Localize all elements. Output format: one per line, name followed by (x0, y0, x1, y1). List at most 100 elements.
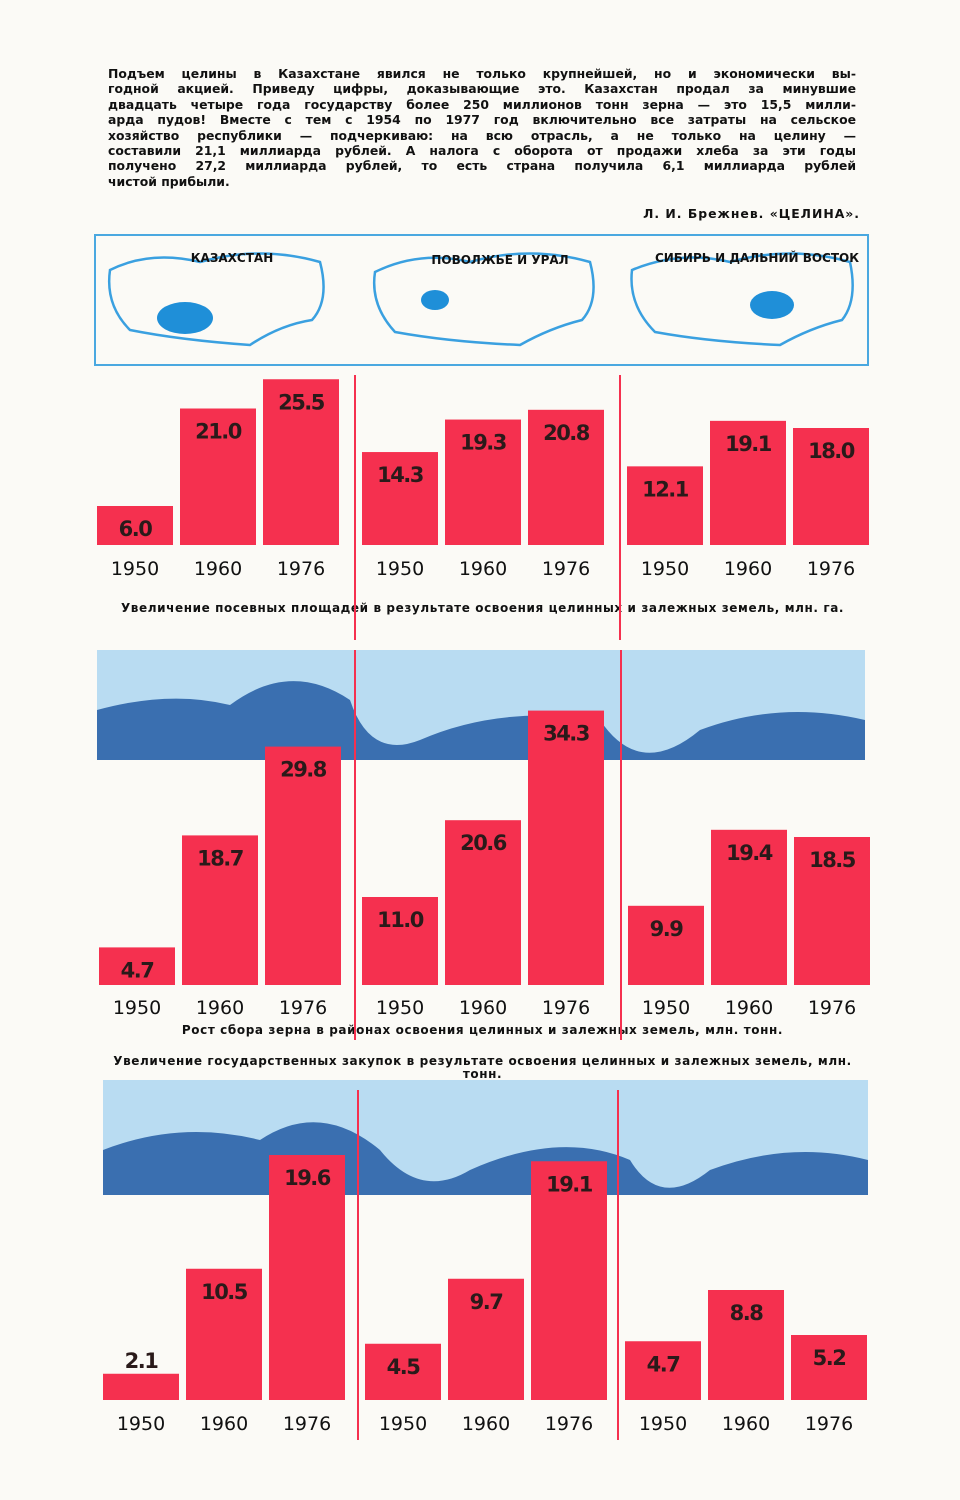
x-tick-label: 1960 (462, 1413, 510, 1435)
bar (362, 897, 438, 985)
value-label: 12.1 (642, 477, 689, 501)
bar (265, 746, 341, 985)
value-label: 19.3 (460, 431, 506, 455)
value-label: 19.1 (725, 432, 772, 456)
bar (445, 820, 521, 985)
x-tick-label: 1976 (277, 558, 325, 580)
value-label: 6.0 (119, 517, 153, 541)
bar (528, 409, 604, 545)
x-tick-label: 1976 (283, 1413, 331, 1435)
value-label: 2.1 (125, 1349, 159, 1373)
wave-band (97, 650, 865, 760)
bar (625, 1341, 701, 1400)
bar (97, 506, 173, 545)
value-label: 4.7 (647, 1352, 680, 1376)
bar (528, 710, 604, 985)
attribution: Л. И. Брежнев. «ЦЕЛИНА». (643, 206, 860, 221)
bar (182, 835, 258, 985)
value-label: 21.0 (195, 420, 242, 444)
bar (708, 1290, 784, 1400)
x-tick-label: 1960 (722, 1413, 770, 1435)
caption: Увеличение государственных закупок в рез… (113, 1054, 852, 1081)
value-label: 4.7 (121, 958, 154, 982)
bar (180, 408, 256, 545)
value-label: 18.0 (808, 439, 855, 463)
value-label: 19.4 (726, 841, 773, 865)
x-tick-label: 1960 (194, 558, 242, 580)
x-tick-label: 1976 (545, 1413, 593, 1435)
x-tick-label: 1976 (805, 1413, 853, 1435)
bar (99, 947, 175, 985)
x-tick-label: 1976 (542, 558, 590, 580)
x-tick-label: 1950 (639, 1413, 687, 1435)
x-tick-label: 1950 (111, 558, 159, 580)
x-tick-label: 1976 (279, 997, 327, 1019)
bar (794, 837, 870, 985)
x-tick-label: 1976 (542, 997, 590, 1019)
value-label: 19.1 (546, 1172, 593, 1196)
x-tick-label: 1976 (808, 997, 856, 1019)
x-tick-label: 1960 (196, 997, 244, 1019)
value-label: 9.9 (650, 917, 684, 941)
wave-band (103, 1080, 868, 1195)
bar (263, 379, 339, 545)
caption: Рост сбора зерна в районах освоения цели… (181, 1023, 784, 1037)
bar (362, 452, 438, 545)
bar (365, 1343, 441, 1400)
bar (445, 419, 521, 545)
x-tick-label: 1960 (724, 558, 772, 580)
quote-line: получено 27,2 миллиарда рублей, то есть … (108, 158, 856, 174)
x-tick-label: 1950 (376, 997, 424, 1019)
x-tick-label: 1960 (459, 997, 507, 1019)
x-tick-label: 1950 (642, 997, 690, 1019)
bar (711, 829, 787, 985)
map-label: СИБИРЬ И ДАЛЬНИЙ ВОСТОК (655, 250, 859, 265)
map-regions (157, 290, 794, 334)
value-label: 18.5 (809, 848, 856, 872)
x-tick-label: 1950 (379, 1413, 427, 1435)
x-tick-label: 1950 (117, 1413, 165, 1435)
value-label: 10.5 (201, 1280, 248, 1304)
bar (103, 1373, 179, 1400)
value-label: 9.7 (470, 1290, 503, 1314)
quote-line: годной акцией. Приведу цифры, доказывающ… (108, 81, 856, 97)
x-tick-label: 1960 (725, 997, 773, 1019)
maps (108, 252, 854, 347)
bar (710, 420, 786, 545)
quote: Подъем целины в Казахстане явился не тол… (108, 66, 856, 189)
value-label: 14.3 (377, 463, 423, 487)
value-label: 18.7 (197, 846, 243, 870)
value-label: 29.8 (280, 758, 327, 782)
value-label: 4.5 (387, 1355, 421, 1379)
x-tick-label: 1976 (807, 558, 855, 580)
bar (448, 1278, 524, 1400)
value-label: 20.8 (543, 421, 590, 445)
value-label: 5.2 (813, 1346, 846, 1370)
value-label: 8.8 (730, 1301, 764, 1325)
bar (628, 905, 704, 985)
caption: Увеличение посевных площадей в результат… (120, 601, 845, 615)
quote-line: арда пудов! Вместе с тем с 1954 по 1977 … (108, 112, 856, 128)
value-label: 20.6 (460, 831, 507, 855)
bar (269, 1155, 345, 1400)
map-label: ПОВОЛЖЬЕ И УРАЛ (431, 253, 568, 267)
quote-line: хозяйство республики — подчеркиваю: на в… (108, 127, 856, 143)
bar (531, 1161, 607, 1400)
quote-line: чистой прибыли. (108, 173, 230, 189)
bar (186, 1268, 262, 1400)
bar (793, 428, 869, 545)
x-tick-label: 1950 (641, 558, 689, 580)
bar (627, 466, 703, 545)
x-tick-label: 1950 (376, 558, 424, 580)
x-tick-label: 1960 (200, 1413, 248, 1435)
map-frame (94, 234, 869, 366)
quote-line: Подъем целины в Казахстане явился не тол… (108, 66, 856, 81)
map-label: КАЗАХСТАН (191, 251, 273, 265)
bar (791, 1335, 867, 1400)
x-tick-label: 1950 (113, 997, 161, 1019)
x-tick-label: 1960 (459, 558, 507, 580)
quote-line: составили 21,1 миллиарда рублей. А налог… (108, 143, 856, 159)
value-label: 19.6 (284, 1166, 331, 1190)
